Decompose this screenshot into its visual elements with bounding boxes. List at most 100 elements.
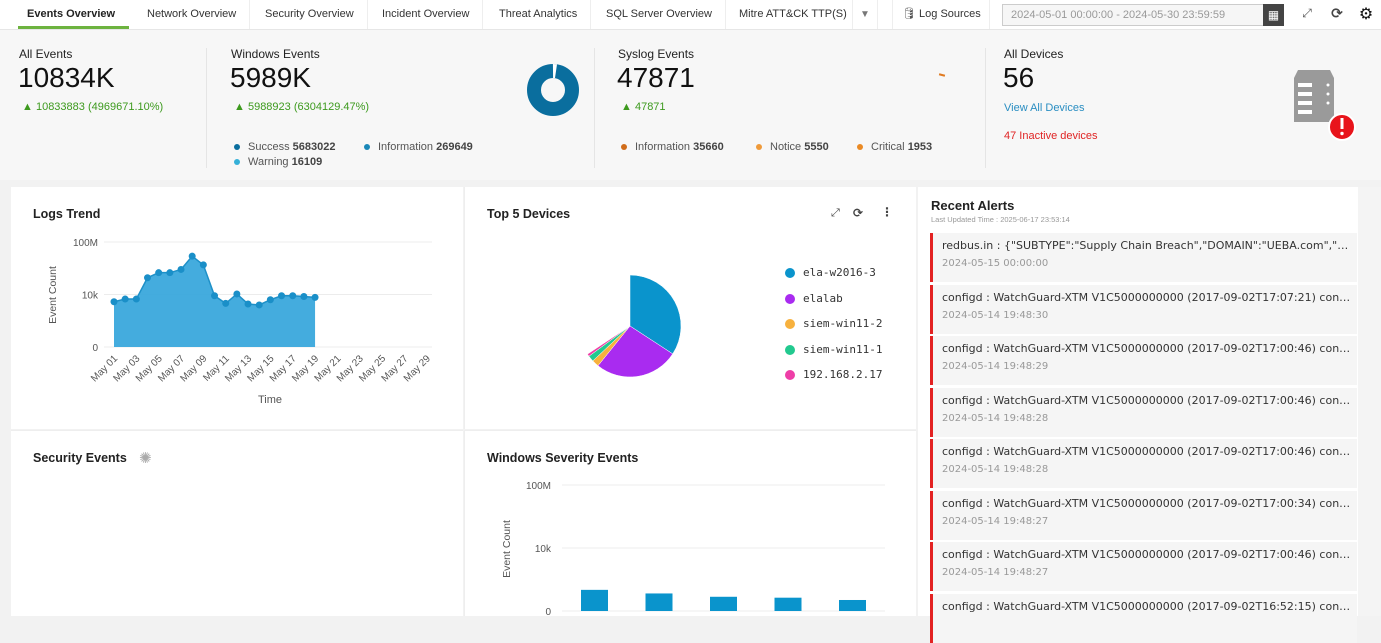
tab-mitre-attack[interactable]: Mitre ATT&CK TTP(S) bbox=[727, 0, 853, 29]
log-sources-button[interactable]: 🛢 Log Sources bbox=[892, 0, 990, 29]
syslog-events-value: 47871 bbox=[617, 62, 695, 94]
syslog-mini-chart bbox=[939, 73, 945, 76]
security-events-panel: Security Events ✺ bbox=[11, 430, 463, 616]
inactive-devices-link[interactable]: 47 Inactive devices bbox=[1004, 130, 1098, 142]
legend-marker bbox=[785, 319, 795, 329]
alert-item[interactable]: configd : WatchGuard-XTM V1C5000000000 (… bbox=[930, 388, 1357, 437]
up-arrow-icon: ▲ bbox=[234, 101, 248, 113]
all-events-delta-text: 10833883 (4969671.10%) bbox=[36, 101, 163, 113]
windows-events-label: Windows Events bbox=[231, 47, 320, 61]
alert-item[interactable]: configd : WatchGuard-XTM V1C5000000000 (… bbox=[930, 285, 1357, 334]
top5-devices-pie bbox=[465, 187, 917, 429]
alert-item[interactable]: configd : WatchGuard-XTM V1C5000000000 (… bbox=[930, 594, 1357, 643]
bar bbox=[775, 598, 802, 611]
data-point bbox=[200, 261, 207, 268]
tab-events-overview[interactable]: Events Overview bbox=[27, 0, 115, 29]
data-point bbox=[211, 292, 218, 299]
legend-item[interactable]: 192.168.2.17 bbox=[785, 368, 882, 381]
all-events-value: 10834K bbox=[18, 62, 115, 94]
tab-sql-server-overview[interactable]: SQL Server Overview bbox=[593, 0, 726, 29]
alert-item[interactable]: configd : WatchGuard-XTM V1C5000000000 (… bbox=[930, 491, 1357, 540]
syslog-events-delta-text: 47871 bbox=[635, 101, 666, 113]
up-arrow-icon: ▲ bbox=[22, 101, 36, 113]
legend-label: elalab bbox=[803, 292, 843, 305]
alert-message: configd : WatchGuard-XTM V1C5000000000 (… bbox=[942, 445, 1352, 458]
legend-item[interactable]: ela-w2016-3 bbox=[785, 266, 876, 279]
alert-exclamation-icon bbox=[1329, 114, 1355, 140]
alert-timestamp: 2024-05-14 19:48:28 bbox=[942, 464, 1048, 475]
tab-incident-overview[interactable]: Incident Overview bbox=[369, 0, 483, 29]
legend-label: siem-win11-2 bbox=[803, 317, 882, 330]
legend-syslog-critical: Critical 1953 bbox=[857, 141, 932, 153]
legend-marker bbox=[785, 370, 795, 380]
y-tick-label: 100M bbox=[73, 238, 98, 249]
alert-message: configd : WatchGuard-XTM V1C5000000000 (… bbox=[942, 342, 1352, 355]
tab-network-overview[interactable]: Network Overview bbox=[134, 0, 250, 29]
tab-threat-analytics[interactable]: Threat Analytics bbox=[486, 0, 591, 29]
active-tab-indicator bbox=[18, 26, 129, 29]
syslog-events-delta: ▲ 47871 bbox=[621, 101, 666, 113]
data-point bbox=[122, 296, 129, 303]
data-point bbox=[278, 292, 285, 299]
all-events-delta: ▲ 10833883 (4969671.10%) bbox=[22, 101, 163, 113]
tab-bar: Events Overview Network Overview Securit… bbox=[0, 0, 1381, 30]
alert-item[interactable]: redbus.in : {"SUBTYPE":"Supply Chain Bre… bbox=[930, 233, 1357, 282]
settings-gear-icon[interactable]: ⚙ bbox=[1356, 4, 1376, 24]
data-point bbox=[267, 296, 274, 303]
syslog-events-label: Syslog Events bbox=[618, 47, 694, 61]
y-tick-label: 0 bbox=[92, 343, 98, 354]
date-range-input[interactable]: 2024-05-01 00:00:00 - 2024-05-30 23:59:5… bbox=[1002, 4, 1263, 26]
data-point bbox=[312, 294, 319, 301]
windows-events-donut bbox=[526, 63, 580, 117]
windows-events-value: 5989K bbox=[230, 62, 311, 94]
alert-timestamp: 2024-05-15 00:00:00 bbox=[942, 258, 1048, 269]
server-rack-icon bbox=[1290, 60, 1360, 142]
more-tabs-dropdown-icon[interactable]: ▼ bbox=[852, 0, 878, 29]
alert-timestamp: 2024-05-14 19:48:30 bbox=[942, 310, 1048, 321]
all-devices-label: All Devices bbox=[1004, 47, 1063, 61]
alert-timestamp: 2024-05-14 19:48:29 bbox=[942, 361, 1048, 372]
view-all-devices-link[interactable]: View All Devices bbox=[1004, 102, 1085, 114]
legend-information: Information 269649 bbox=[364, 141, 473, 153]
data-point bbox=[245, 300, 252, 307]
scrollbar[interactable] bbox=[1358, 187, 1381, 616]
recent-alerts-title: Recent Alerts bbox=[931, 198, 1014, 213]
data-point bbox=[300, 293, 307, 300]
legend-label: 192.168.2.17 bbox=[803, 368, 882, 381]
alert-item[interactable]: configd : WatchGuard-XTM V1C5000000000 (… bbox=[930, 336, 1357, 385]
windows-events-delta-text: 5988923 (6304129.47%) bbox=[248, 101, 369, 113]
bar bbox=[581, 590, 608, 611]
y-tick-label: 10k bbox=[535, 544, 552, 555]
y-axis-label: Event Count bbox=[501, 520, 513, 578]
alert-message: configd : WatchGuard-XTM V1C5000000000 (… bbox=[942, 497, 1352, 510]
tab-security-overview[interactable]: Security Overview bbox=[252, 0, 368, 29]
all-events-label: All Events bbox=[19, 47, 72, 61]
fullscreen-icon[interactable]: ⤢ bbox=[1297, 6, 1317, 24]
all-devices-value: 56 bbox=[1003, 62, 1034, 94]
alert-message: configd : WatchGuard-XTM V1C5000000000 (… bbox=[942, 600, 1352, 613]
up-arrow-icon: ▲ bbox=[621, 101, 635, 113]
legend-item[interactable]: siem-win11-2 bbox=[785, 317, 882, 330]
alert-message: configd : WatchGuard-XTM V1C5000000000 (… bbox=[942, 291, 1352, 304]
data-point bbox=[178, 266, 185, 273]
legend-item[interactable]: siem-win11-1 bbox=[785, 343, 882, 356]
legend-item[interactable]: elalab bbox=[785, 292, 843, 305]
x-axis-label: Time bbox=[258, 394, 282, 406]
data-point bbox=[155, 269, 162, 276]
alert-timestamp: 2024-05-14 19:48:27 bbox=[942, 567, 1048, 578]
refresh-icon[interactable]: ⟳ bbox=[1327, 5, 1347, 25]
calendar-icon[interactable]: ▦ bbox=[1263, 4, 1284, 26]
loading-spinner-icon: ✺ bbox=[139, 449, 152, 467]
alert-item[interactable]: configd : WatchGuard-XTM V1C5000000000 (… bbox=[930, 542, 1357, 591]
data-point bbox=[256, 301, 263, 308]
y-tick-label: 10k bbox=[82, 291, 99, 302]
alert-timestamp: 2024-05-14 19:48:28 bbox=[942, 413, 1048, 424]
alert-item[interactable]: configd : WatchGuard-XTM V1C5000000000 (… bbox=[930, 439, 1357, 488]
legend-marker bbox=[785, 268, 795, 278]
bar bbox=[839, 600, 866, 611]
